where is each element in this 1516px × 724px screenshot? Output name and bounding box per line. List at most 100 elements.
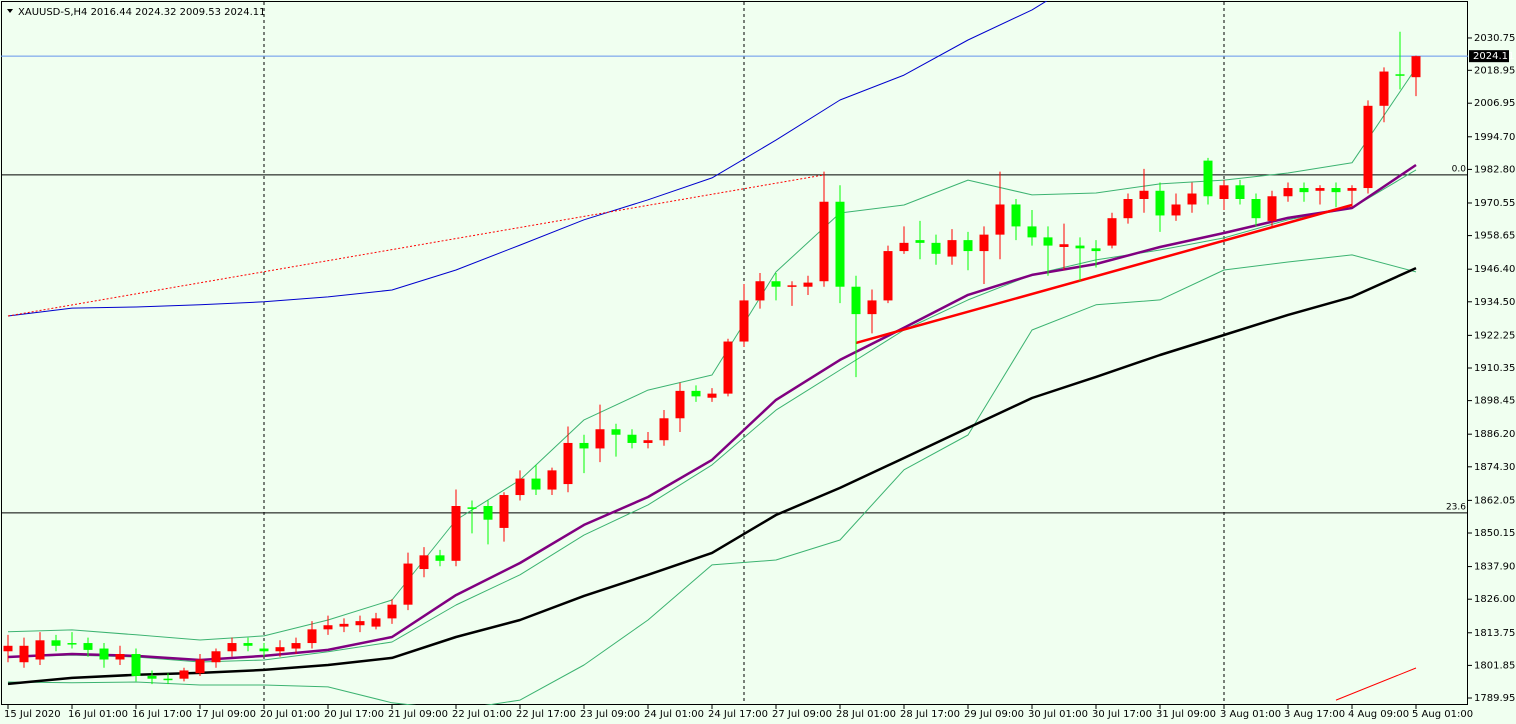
x-tick-label: 22 Jul 17:00	[516, 709, 576, 720]
candle-body	[67, 643, 77, 645]
x-tick-label: 29 Jul 09:00	[964, 709, 1024, 720]
x-tick-label: 17 Jul 09:00	[196, 709, 256, 720]
indicator-line	[7, 266, 1417, 686]
candle-body	[771, 281, 781, 287]
candle-body	[723, 341, 733, 394]
candle-body	[1267, 196, 1277, 221]
candle-body	[339, 623, 349, 627]
indicator-line	[7, 67, 1417, 641]
candle-body	[51, 640, 61, 646]
candle-body	[499, 495, 509, 528]
x-tick-label: 28 Jul 01:00	[836, 709, 896, 720]
x-tick-label: 28 Jul 17:00	[900, 709, 960, 720]
x-tick-label: 23 Jul 09:00	[580, 709, 640, 720]
candle-body	[1363, 105, 1373, 189]
trend-line	[855, 203, 1353, 345]
indicator-line	[7, 1, 1048, 317]
candle-body	[1091, 248, 1101, 252]
candle-body	[35, 640, 45, 660]
level-label: 23.6	[1446, 502, 1466, 512]
candle-body	[179, 670, 189, 679]
candle-body	[1027, 226, 1037, 238]
candle-body	[1331, 188, 1341, 193]
candle-body	[19, 645, 29, 663]
y-tick-label: 1946.40	[1474, 264, 1515, 275]
candle-body	[483, 505, 493, 520]
candle-body	[531, 478, 541, 490]
x-tick-label: 30 Jul 01:00	[1028, 709, 1088, 720]
candle-body	[1395, 74, 1405, 76]
candle-body	[243, 643, 253, 646]
x-tick-label: 24 Jul 17:00	[708, 709, 768, 720]
indicator-line	[7, 254, 1417, 705]
x-tick-label: 16 Jul 01:00	[68, 709, 128, 720]
y-tick-label: 1813.75	[1474, 628, 1515, 639]
candle-body	[835, 201, 845, 287]
y-tick-label: 2030.75	[1474, 33, 1515, 44]
candle-body	[867, 300, 877, 315]
y-tick-label: 1886.20	[1474, 429, 1515, 440]
menu-triangle	[7, 9, 13, 13]
x-tick-label: 21 Jul 09:00	[388, 709, 448, 720]
trend-line	[1335, 667, 1417, 701]
candle-body	[211, 651, 221, 663]
candle-body	[99, 648, 109, 660]
y-tick-label: 1934.50	[1474, 297, 1515, 308]
candle-body	[1299, 188, 1309, 193]
candle-body	[1411, 56, 1421, 78]
candle-body	[1011, 204, 1021, 227]
candle-body	[419, 555, 429, 570]
plot-frame	[1, 1, 1468, 705]
candle-body	[963, 240, 973, 252]
x-tick-label: 3 Aug 01:00	[1220, 709, 1281, 720]
y-tick-label: 1801.85	[1474, 660, 1515, 671]
candle-body	[131, 654, 141, 676]
candle-body	[659, 418, 669, 441]
candle-body	[611, 429, 621, 435]
candle-body	[995, 204, 1005, 235]
candle-body	[163, 678, 173, 681]
y-tick-label: 1850.15	[1474, 528, 1515, 539]
candle-body	[323, 625, 333, 630]
candle-body	[451, 505, 461, 561]
candle-body	[819, 201, 829, 282]
candle-body	[1123, 199, 1133, 219]
y-tick-label: 2006.95	[1474, 98, 1515, 109]
candle-body	[691, 390, 701, 397]
candle-body	[1187, 193, 1197, 205]
candle-body	[1203, 160, 1213, 197]
candle-body	[1283, 188, 1293, 197]
y-tick-label: 1837.90	[1474, 562, 1515, 573]
candle-body	[435, 555, 445, 561]
indicator-line	[7, 163, 1417, 662]
candle-body	[371, 618, 381, 627]
candle-body	[259, 648, 269, 652]
candle-body	[579, 442, 589, 449]
candle-body	[1155, 190, 1165, 216]
candle-body	[467, 507, 477, 509]
x-tick-label: 16 Jul 17:00	[132, 709, 192, 720]
current-price-box	[1469, 50, 1509, 63]
candle-body	[1235, 185, 1245, 200]
x-tick-label: 4 Aug 09:00	[1348, 709, 1409, 720]
y-tick-label: 1789.95	[1474, 693, 1515, 704]
candle-body	[403, 563, 413, 605]
candle-body	[1251, 199, 1261, 219]
indicator-line	[7, 169, 1417, 663]
candle-body	[803, 282, 813, 287]
y-tick-label: 1862.05	[1474, 495, 1515, 506]
candle-body	[115, 654, 125, 660]
y-tick-label: 1826.00	[1474, 594, 1515, 605]
candle-body	[1379, 71, 1389, 106]
candle-body	[1219, 185, 1229, 200]
candle-body	[931, 242, 941, 254]
x-tick-label: 3 Aug 17:00	[1284, 709, 1345, 720]
current-price-label: 2024.11	[1473, 51, 1514, 62]
candle-body	[1107, 218, 1117, 246]
x-tick-label: 31 Jul 09:00	[1156, 709, 1216, 720]
candle-body	[1139, 190, 1149, 200]
candle-body	[899, 242, 909, 252]
candle-body	[1043, 237, 1053, 246]
candle-body	[147, 675, 157, 679]
